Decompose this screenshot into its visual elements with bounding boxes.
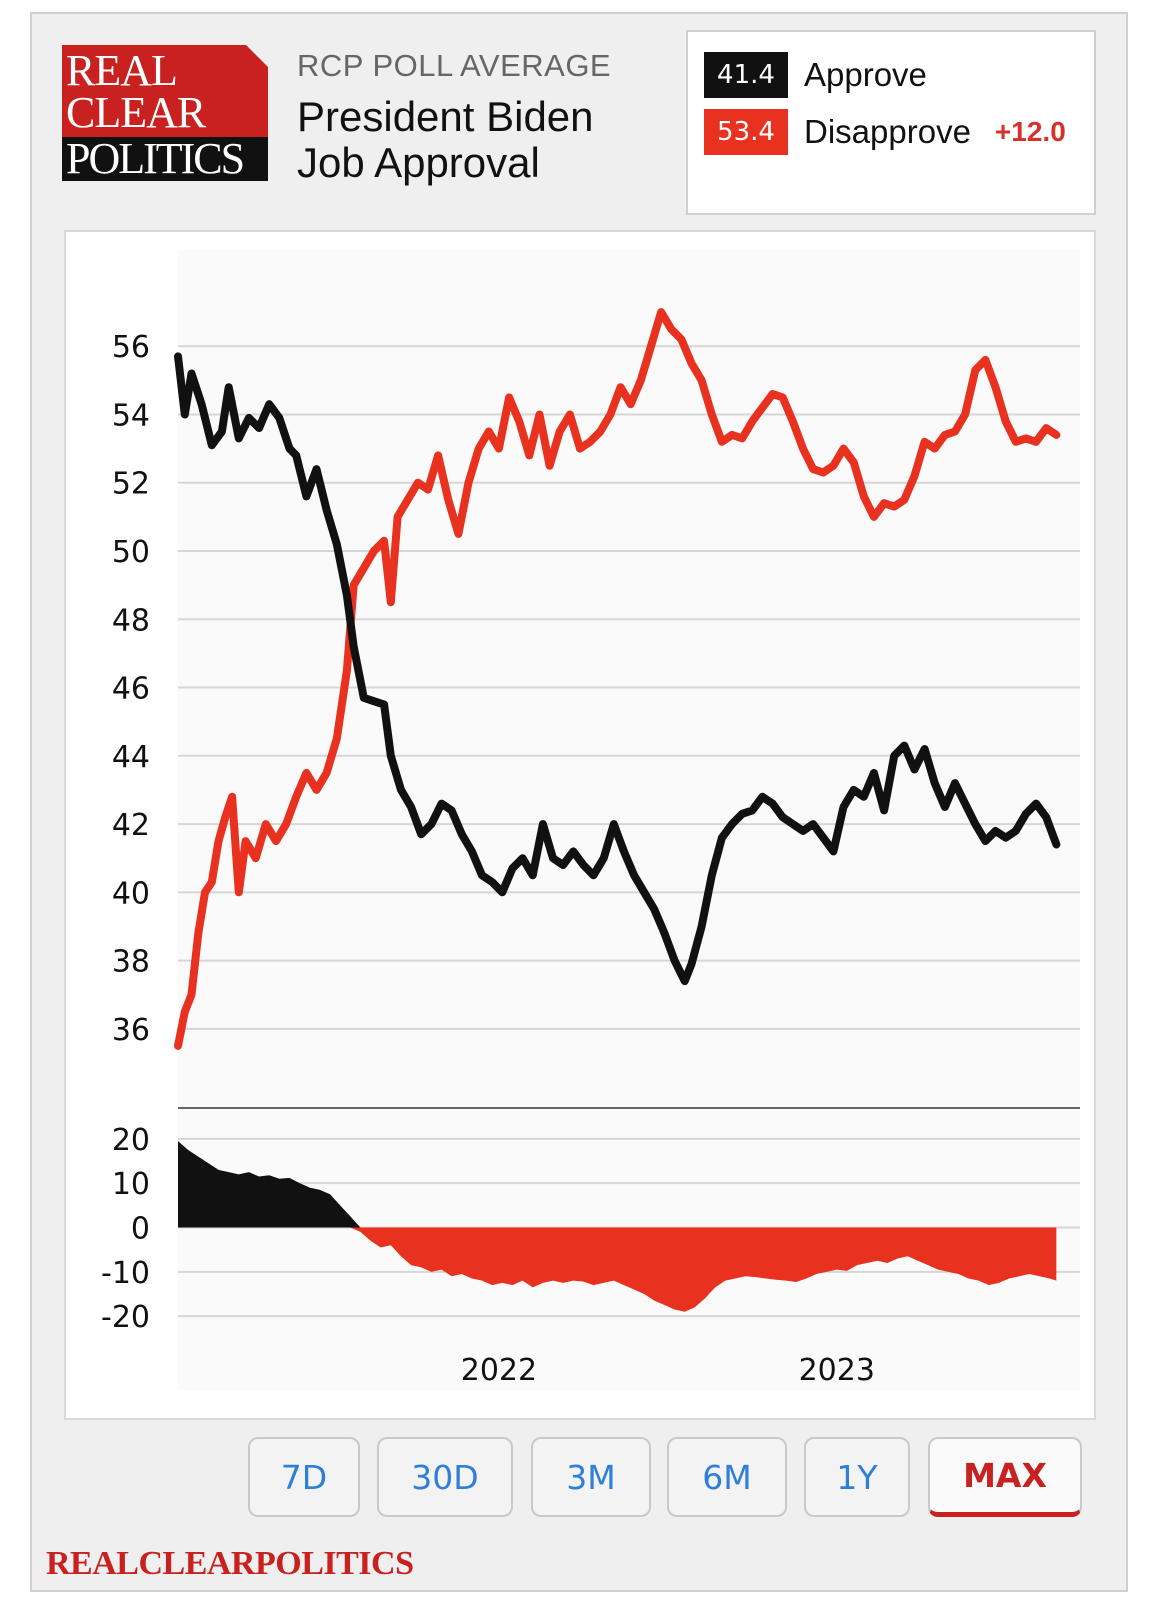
disapprove-label: Disapprove	[804, 113, 971, 150]
range-button-1y[interactable]: 1Y	[804, 1437, 910, 1517]
spread-area-negative	[178, 1227, 1057, 1312]
main-y-tick-label: 48	[112, 603, 150, 638]
range-button-max[interactable]: MAX	[928, 1437, 1082, 1517]
spread-y-tick-label: 0	[131, 1212, 150, 1247]
spread-y-tick-label: 20	[112, 1123, 150, 1158]
range-button-7d[interactable]: 7D	[248, 1437, 360, 1517]
main-y-tick-label: 46	[112, 672, 150, 707]
logo-red-block	[62, 45, 268, 137]
logo-line-3: POLITICS	[66, 134, 245, 183]
main-y-tick-label: 44	[112, 740, 150, 775]
approval-chart[interactable]: 36 38 40 42 44 46 48 50 52 54 56 20 10 0 -10 -20 2022 202…	[0, 0, 1159, 1420]
main-y-tick-label: 56	[112, 330, 150, 365]
logo-line-2: CLEAR	[66, 88, 206, 137]
spread-y-tick-label: 10	[112, 1167, 150, 1202]
approve-value: 41.4	[704, 52, 788, 98]
main-y-tick-label: 40	[112, 876, 150, 911]
disapprove-value: 53.4	[704, 109, 788, 155]
range-button-3m[interactable]: 3M	[531, 1437, 651, 1517]
title-line-2: Job Approval	[297, 139, 540, 186]
range-button-6m[interactable]: 6M	[667, 1437, 787, 1517]
x-tick-label: 2022	[461, 1353, 537, 1388]
spread-y-tick-label: -20	[101, 1300, 150, 1335]
spread-y-tick-label: -10	[101, 1256, 150, 1291]
legend-disapprove: 53.4 Disapprove +12.0	[704, 109, 1066, 155]
legend-approve: 41.4 Approve	[704, 52, 927, 98]
logo-black-block	[62, 137, 268, 181]
main-y-tick-label: 36	[112, 1013, 150, 1048]
main-y-tick-label: 52	[112, 467, 150, 502]
spread-area-positive	[178, 1141, 1057, 1228]
rcp-logo[interactable]: REAL CLEAR POLITICS	[62, 45, 268, 181]
main-y-tick-label: 50	[112, 535, 150, 570]
title-line-1: President Biden	[297, 93, 594, 140]
main-y-tick-label: 54	[112, 398, 150, 433]
logo-folded-corner	[246, 45, 268, 67]
page-title: President Biden Job Approval	[297, 94, 594, 186]
approve-label: Approve	[804, 56, 927, 93]
series-line-approve	[174, 352, 1061, 986]
legend-box: 41.4 Approve 53.4 Disapprove +12.0	[686, 30, 1096, 215]
header-kicker: RCP POLL AVERAGE	[297, 48, 612, 83]
main-y-tick-label: 38	[112, 945, 150, 980]
footer-logo[interactable]: REALCLEARPOLITICS	[46, 1545, 414, 1582]
spread-value: +12.0	[994, 116, 1066, 147]
series-line-disapprove	[174, 308, 1061, 1050]
range-button-30d[interactable]: 30D	[377, 1437, 513, 1517]
main-y-tick-label: 42	[112, 808, 150, 843]
x-tick-label: 2023	[799, 1353, 875, 1388]
logo-line-1: REAL	[66, 46, 178, 95]
